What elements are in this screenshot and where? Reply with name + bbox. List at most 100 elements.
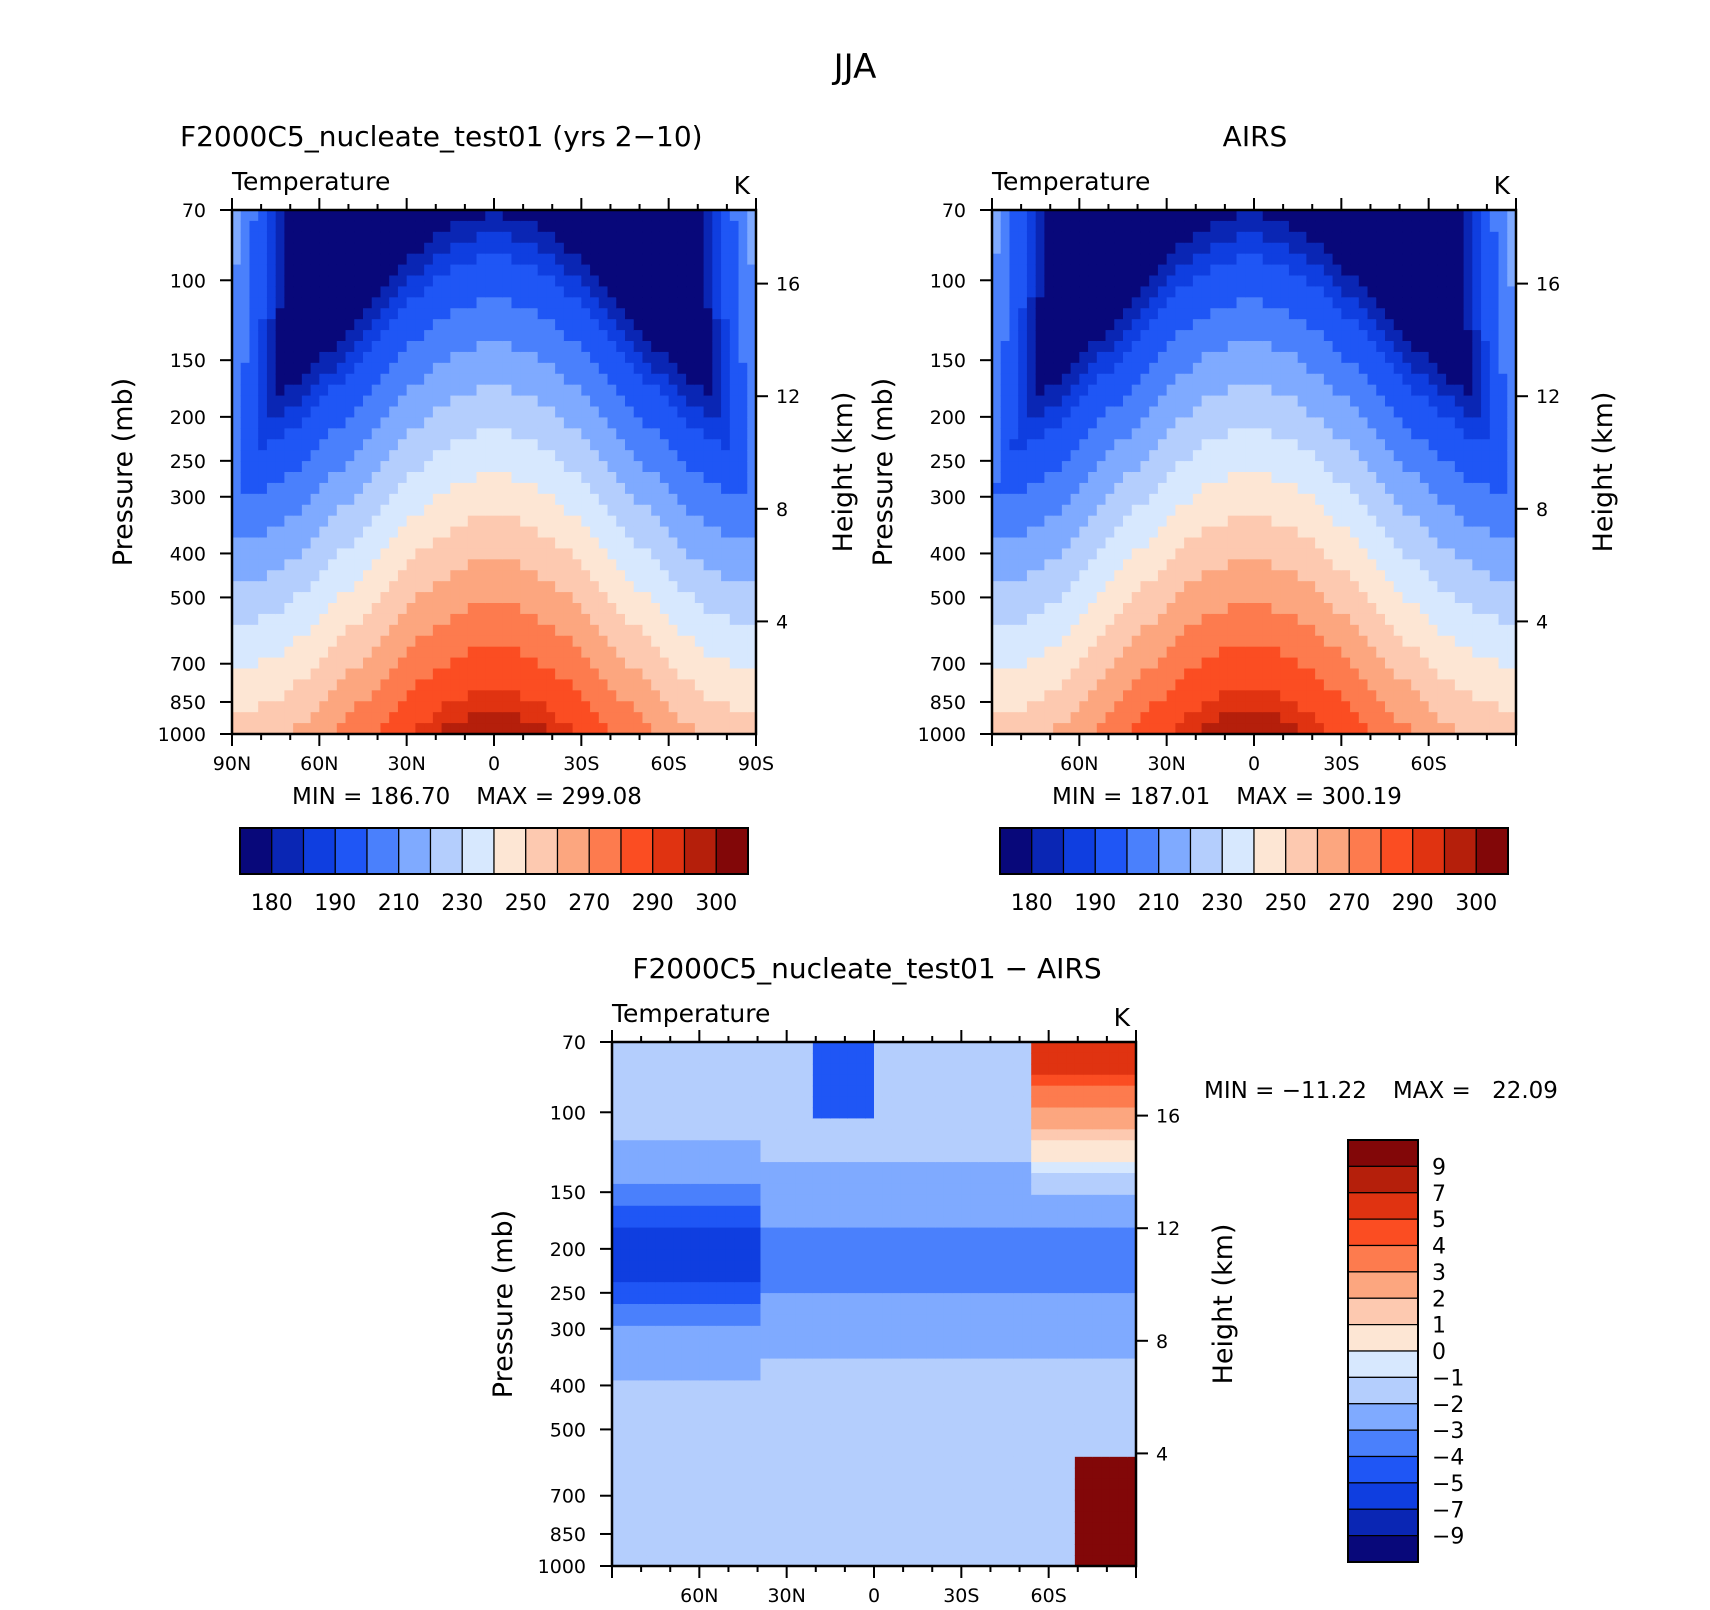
field-cell xyxy=(704,712,713,724)
field-cell xyxy=(555,407,564,419)
field-cell xyxy=(485,385,494,397)
field-cell xyxy=(739,647,748,659)
field-cell xyxy=(1289,221,1298,233)
field-cell xyxy=(529,341,538,353)
field-cell xyxy=(284,527,293,539)
field-cell xyxy=(1219,308,1228,320)
field-cell xyxy=(651,647,660,659)
field-cell xyxy=(555,221,564,233)
field-cell xyxy=(1158,505,1167,517)
field-cell xyxy=(442,483,451,495)
field-cell xyxy=(599,603,608,615)
field-cell xyxy=(337,472,346,484)
field-cell xyxy=(1071,679,1080,691)
field-cell xyxy=(564,592,573,604)
field-cell xyxy=(485,658,494,670)
colorbar-label: 210 xyxy=(378,891,420,916)
field-cell xyxy=(459,232,468,244)
y-tick-label: 400 xyxy=(170,543,206,565)
field-cell xyxy=(651,559,660,571)
field-cell xyxy=(739,669,748,681)
field-cell xyxy=(1184,516,1193,528)
field-cell xyxy=(1175,581,1184,593)
field-cell xyxy=(1018,232,1027,244)
field-cell xyxy=(1315,559,1324,571)
field-cell xyxy=(634,570,643,582)
field-cell xyxy=(424,559,433,571)
field-cell xyxy=(249,363,258,375)
field-cell xyxy=(424,265,433,277)
field-cell xyxy=(380,538,389,550)
field-cell xyxy=(319,265,328,277)
field-cell xyxy=(1202,352,1211,364)
field-cell xyxy=(494,374,503,386)
field-cell xyxy=(1298,407,1307,419)
field-cell xyxy=(267,363,276,375)
field-cell xyxy=(1106,581,1115,593)
field-cell xyxy=(704,286,713,298)
field-cell xyxy=(1263,396,1272,408)
field-cell xyxy=(485,516,494,528)
field-cell xyxy=(1280,647,1289,659)
field-cell xyxy=(677,472,686,484)
field-cell xyxy=(477,439,486,451)
field-cell xyxy=(1350,450,1359,462)
field-cell xyxy=(616,538,625,550)
field-cell xyxy=(1237,308,1246,320)
field-cell xyxy=(485,472,494,484)
field-cell xyxy=(398,428,407,440)
field-cell xyxy=(1280,712,1289,724)
field-cell xyxy=(249,592,258,604)
field-cell xyxy=(1245,679,1254,691)
field-cell xyxy=(468,636,477,648)
field-cell xyxy=(346,308,355,320)
field-cell xyxy=(581,494,590,506)
field-cell xyxy=(398,407,407,419)
field-cell xyxy=(546,265,555,277)
field-cell xyxy=(1289,407,1298,419)
field-cell xyxy=(1123,592,1132,604)
field-cell xyxy=(1097,297,1106,309)
field-cell xyxy=(599,297,608,309)
field-cell xyxy=(739,385,748,397)
field-cell xyxy=(337,625,346,637)
field-cell xyxy=(1114,516,1123,528)
field-cell xyxy=(1315,603,1324,615)
field-cell xyxy=(328,494,337,506)
field-cell xyxy=(538,428,547,440)
field-cell xyxy=(1132,221,1141,233)
field-cell xyxy=(1315,319,1324,331)
field-cell xyxy=(1036,472,1045,484)
field-cell xyxy=(241,330,250,342)
field-cell xyxy=(337,254,346,266)
field-cell xyxy=(1175,243,1184,255)
field-cell xyxy=(450,330,459,342)
field-cell xyxy=(232,516,241,528)
field-cell xyxy=(1018,669,1027,681)
field-cell xyxy=(442,527,451,539)
field-cell xyxy=(1280,450,1289,462)
field-cell xyxy=(564,254,573,266)
field-cell xyxy=(511,276,520,288)
field-cell xyxy=(1079,625,1088,637)
field-cell xyxy=(372,679,381,691)
field-cell xyxy=(1333,330,1342,342)
field-cell xyxy=(1001,679,1010,691)
field-cell xyxy=(1254,396,1263,408)
field-cell xyxy=(1018,319,1027,331)
field-cell xyxy=(258,636,267,648)
field-cell xyxy=(337,396,346,408)
field-cell xyxy=(669,297,678,309)
field-cell xyxy=(468,286,477,298)
field-cell xyxy=(634,701,643,713)
field-cell xyxy=(1097,319,1106,331)
field-cell xyxy=(241,450,250,462)
field-cell xyxy=(1140,243,1149,255)
field-cell xyxy=(1158,297,1167,309)
field-cell xyxy=(1280,614,1289,626)
field-cell xyxy=(1175,407,1184,419)
field-cell xyxy=(642,286,651,298)
field-cell xyxy=(1114,483,1123,495)
field-cell xyxy=(642,428,651,440)
field-cell xyxy=(1184,286,1193,298)
